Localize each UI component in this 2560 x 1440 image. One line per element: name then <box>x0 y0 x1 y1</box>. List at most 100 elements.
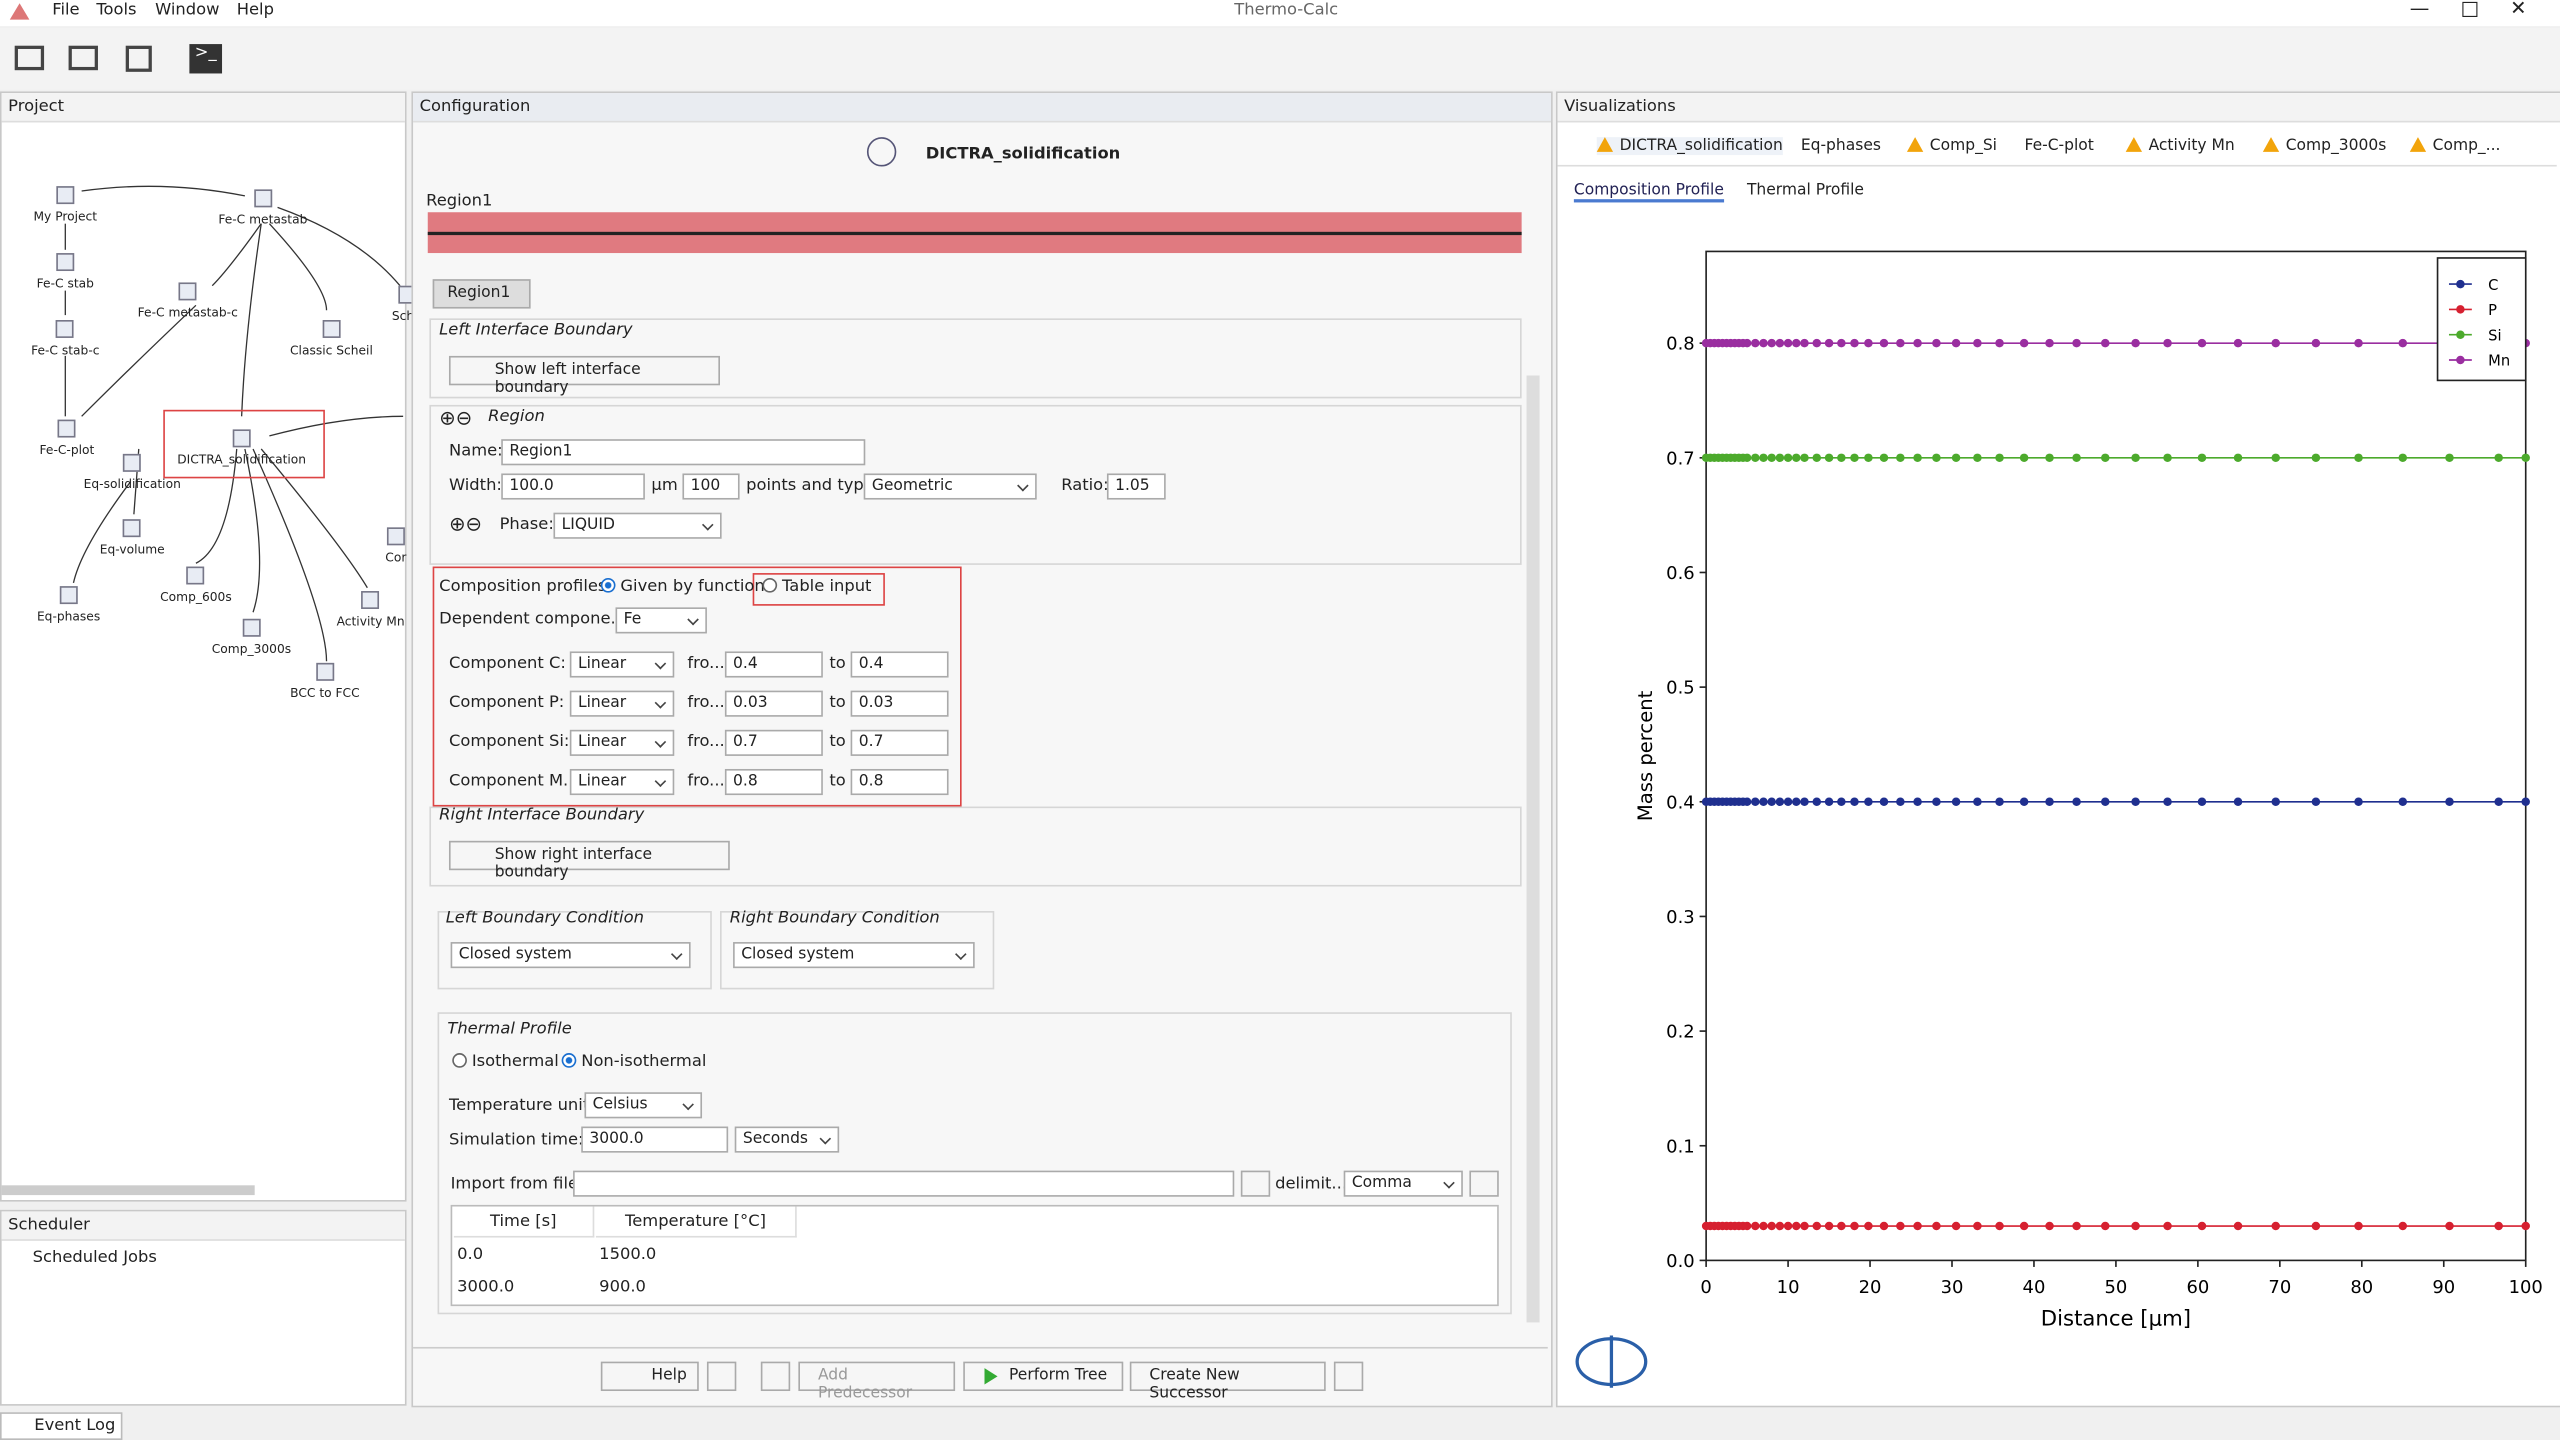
table-input-radio[interactable]: Table input <box>762 577 871 596</box>
project-node[interactable]: Fe-C stab <box>37 253 94 291</box>
add-remove-region[interactable]: ⊕⊖ <box>439 406 473 430</box>
viz-tab[interactable]: Eq-phases <box>1800 137 1881 156</box>
to-input[interactable]: 0.7 <box>850 729 949 756</box>
non-isothermal-radio[interactable]: Non-isothermal <box>561 1053 707 1072</box>
region-group <box>429 404 1522 565</box>
ratio-input[interactable]: 1.05 <box>1106 473 1166 500</box>
menu-window[interactable]: Window <box>155 1 220 20</box>
subtab[interactable]: Composition Profile <box>1573 181 1724 203</box>
to-input[interactable]: 0.8 <box>850 768 949 796</box>
project-node[interactable]: Fe-C metastab <box>218 189 307 227</box>
phase-dropdown[interactable]: LIQUID <box>553 512 722 539</box>
import-input[interactable] <box>573 1170 1235 1197</box>
points-input[interactable]: 100 <box>682 473 740 500</box>
project-node[interactable]: Fe-C stab-c <box>31 320 99 358</box>
add-predecessor-button[interactable]: Add Predecessor <box>798 1361 956 1402</box>
to-input[interactable]: 0.4 <box>850 651 949 678</box>
temp-unit-dropdown[interactable]: Celsius <box>584 1092 703 1119</box>
app-icon <box>9 3 30 20</box>
delimiter-dropdown[interactable]: Comma <box>1343 1170 1463 1197</box>
subtab[interactable]: Thermal Profile <box>1746 181 1864 200</box>
console-button[interactable]: >_ <box>189 44 223 74</box>
browse-button[interactable] <box>1240 1170 1271 1197</box>
event-log-tab[interactable]: Event Log <box>0 1412 123 1440</box>
project-node[interactable]: Eq-phases <box>37 586 100 624</box>
scheduler-panel: Scheduler Scheduled Jobs <box>0 1209 407 1406</box>
config-scrollbar <box>1526 375 1540 1323</box>
menu-file[interactable]: File <box>52 1 80 20</box>
time-unit-dropdown[interactable]: Seconds <box>734 1126 840 1153</box>
viz-tab[interactable]: Fe-C-plot <box>2024 137 2094 156</box>
tab-strip <box>1557 131 2557 167</box>
prev-button[interactable] <box>760 1361 791 1392</box>
add-remove-phase[interactable]: ⊕⊖ <box>448 512 482 536</box>
highlight-node <box>163 409 325 479</box>
viz-tab[interactable]: Comp_Si <box>1906 137 1997 156</box>
tab-label: Comp_Si <box>1929 137 1997 156</box>
bc-title: Right Boundary Condition <box>729 909 940 928</box>
table-cell[interactable]: 3000.0 <box>457 1278 515 1297</box>
kind-dropdown[interactable]: Linear <box>569 651 675 678</box>
project-node[interactable]: Comp_600s <box>160 567 232 604</box>
save-button[interactable] <box>125 45 152 72</box>
bc-group <box>437 911 712 990</box>
name-input[interactable]: Region1 <box>501 439 866 466</box>
project-node[interactable]: DICTRA_solidification <box>177 429 306 467</box>
project-node[interactable]: Classic Scheil <box>290 320 373 358</box>
type-dropdown[interactable]: Geometric <box>863 473 1037 500</box>
viz-tab[interactable]: DICTRA_solidification <box>1596 137 1783 156</box>
kind-dropdown[interactable]: Linear <box>569 768 675 796</box>
from-input[interactable]: 0.7 <box>724 729 823 756</box>
project-node[interactable]: BCC to FCC <box>290 663 360 701</box>
next-button[interactable] <box>1333 1361 1364 1392</box>
to-label: to <box>829 733 846 752</box>
import-button[interactable] <box>68 45 98 71</box>
open-button[interactable] <box>14 45 45 71</box>
viz-tab[interactable]: Activity Mn <box>2125 137 2235 155</box>
bc-dropdown[interactable]: Closed system <box>733 942 975 969</box>
title-bar <box>0 0 2560 27</box>
table-header: Temperature [°C] <box>595 1206 797 1238</box>
from-label: fro... <box>687 654 725 673</box>
to-input[interactable]: 0.03 <box>850 690 949 717</box>
kind-dropdown[interactable]: Linear <box>569 729 675 756</box>
project-node[interactable]: My Project <box>33 186 97 224</box>
width-input[interactable]: 100.0 <box>501 473 645 500</box>
show-right-boundary[interactable]: Show right interface boundary <box>448 840 730 882</box>
table-cell[interactable]: 1500.0 <box>599 1245 657 1264</box>
help-button[interactable]: Help <box>600 1361 699 1392</box>
scheduled-jobs[interactable]: Scheduled Jobs <box>32 1248 157 1267</box>
create-successor-button[interactable]: Create New Successor <box>1129 1361 1326 1402</box>
toolbar <box>0 27 2560 90</box>
bc-dropdown[interactable]: Closed system <box>450 942 691 969</box>
menu-tools[interactable]: Tools <box>96 1 137 20</box>
show-left-boundary[interactable]: Show left interface boundary <box>448 355 720 397</box>
window-controls[interactable]: — □ ✕ <box>2409 0 2527 20</box>
project-node[interactable]: Comp_3000s <box>212 619 291 657</box>
project-node[interactable]: Eq-solidification <box>84 454 181 492</box>
refresh-button[interactable] <box>1469 1170 1499 1197</box>
project-node[interactable]: Activity Mn <box>337 591 405 629</box>
region-tab[interactable]: Region1 <box>432 279 531 309</box>
project-node[interactable]: Fe-C-plot <box>40 420 95 457</box>
menu-help[interactable]: Help <box>236 1 274 20</box>
copy-button[interactable] <box>706 1361 737 1392</box>
kind-dropdown[interactable]: Linear <box>569 690 675 717</box>
table-cell[interactable]: 0.0 <box>457 1245 484 1264</box>
from-input[interactable]: 0.4 <box>724 651 823 678</box>
option-label: Non-isothermal <box>581 1053 707 1072</box>
from-input[interactable]: 0.8 <box>724 768 823 796</box>
from-label: fro... <box>687 772 725 791</box>
table-cell[interactable]: 900.0 <box>599 1278 646 1297</box>
project-node[interactable]: Fe-C metastab-c <box>138 282 238 320</box>
dependent-dropdown[interactable]: Fe <box>615 607 707 634</box>
sim-time-input[interactable]: 3000.0 <box>581 1126 729 1153</box>
isothermal-radio[interactable]: Isothermal <box>452 1053 559 1071</box>
from-input[interactable]: 0.03 <box>724 690 823 717</box>
viz-tab[interactable]: Comp_3000s <box>2262 137 2386 155</box>
option-label: Given by function <box>620 577 765 596</box>
project-node[interactable]: Eq-volume <box>100 519 165 557</box>
project-node[interactable]: Cor <box>385 527 406 565</box>
viz-tab[interactable]: Comp_... <box>2409 137 2500 155</box>
given-by-function-radio[interactable]: Given by function <box>600 577 765 596</box>
